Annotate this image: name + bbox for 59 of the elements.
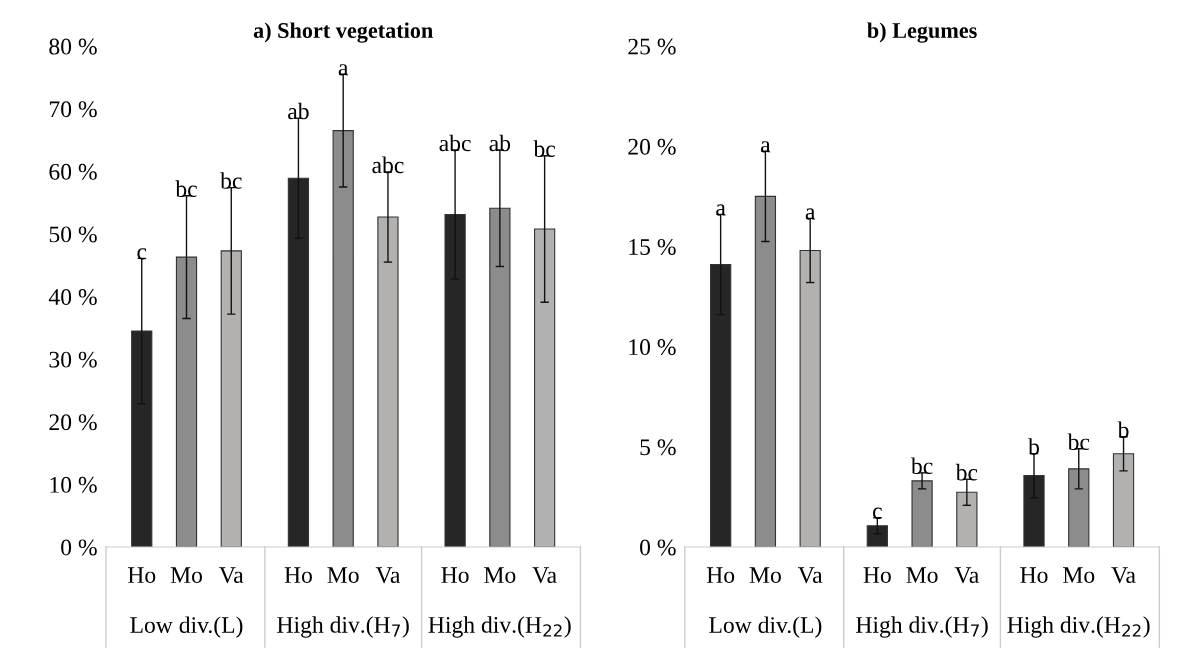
data-label: bc	[220, 172, 242, 189]
data-label: bc	[910, 457, 933, 475]
text: High div.(H$_{22}$)	[1007, 616, 1150, 638]
x-tick-label: Va	[375, 567, 401, 584]
data-label: b	[1117, 421, 1129, 438]
x-tick-label: Mo	[906, 567, 938, 584]
text: Low div.(L)	[130, 616, 243, 638]
x-tick-label: Va	[1111, 567, 1136, 584]
data-label: a	[761, 141, 771, 153]
y-tick-label: 20 %	[49, 414, 97, 431]
data-label: bc	[533, 140, 556, 157]
y-tick-label: 0 %	[61, 539, 97, 556]
y-tick-label: 50 %	[49, 226, 97, 243]
x-tick-label: Mo	[1063, 567, 1095, 584]
x-tick-label: Va	[532, 567, 557, 584]
x-tick-label: Ho	[284, 567, 312, 584]
text: High div.(H$_{22}$)	[428, 616, 571, 638]
x-tick-label: Mo	[170, 567, 203, 584]
y-tick-label: 10 %	[629, 339, 676, 356]
data-label: c	[137, 248, 147, 260]
x-tick-label: Va	[797, 567, 823, 584]
data-label: abc	[439, 134, 471, 152]
chart-title: b) Legumes	[867, 22, 977, 43]
x-tick-label: Ho	[863, 567, 891, 584]
data-label: a	[338, 64, 349, 76]
y-tick-label: 25 %	[628, 38, 676, 55]
y-tick-label: 30 %	[49, 351, 97, 368]
x-tick-label: Mo	[327, 567, 359, 584]
x-tick-label: Ho	[441, 567, 469, 584]
y-tick-label: 70 %	[49, 101, 97, 118]
chart-title: a) Short vegetation	[253, 22, 433, 43]
y-tick-label: 40 %	[48, 289, 97, 306]
text: High div.(H$_{7}$)	[277, 616, 409, 638]
x-tick-label: Mo	[484, 567, 516, 584]
data-label: a	[805, 208, 816, 220]
x-tick-label: Ho	[1020, 567, 1048, 584]
data-label: b	[1028, 438, 1040, 455]
x-tick-label: Ho	[127, 567, 156, 584]
x-tick-label: Va	[954, 567, 979, 584]
data-label: a	[716, 204, 726, 216]
y-tick-label: 15 %	[629, 238, 676, 255]
x-tick-label: Va	[219, 567, 244, 584]
data-label: bc	[955, 463, 978, 481]
y-tick-label: 5 %	[640, 439, 676, 456]
text: High div.(H$_{7}$)	[856, 616, 988, 638]
data-label: bc	[1067, 433, 1090, 451]
data-label: ab	[288, 102, 309, 120]
x-tick-label: Mo	[749, 567, 781, 584]
y-tick-label: 60 %	[49, 163, 97, 180]
x-tick-label: Ho	[706, 567, 735, 584]
y-tick-label: 80 %	[49, 38, 97, 55]
text: Low div.(L)	[709, 616, 822, 638]
data-label: bc	[175, 180, 197, 197]
y-tick-label: 20 %	[628, 138, 676, 155]
data-label: c	[872, 507, 882, 519]
y-tick-label: 10 %	[50, 476, 97, 493]
data-label: abc	[372, 156, 404, 174]
y-tick-label: 0 %	[640, 539, 676, 556]
data-label: ab	[489, 134, 511, 152]
